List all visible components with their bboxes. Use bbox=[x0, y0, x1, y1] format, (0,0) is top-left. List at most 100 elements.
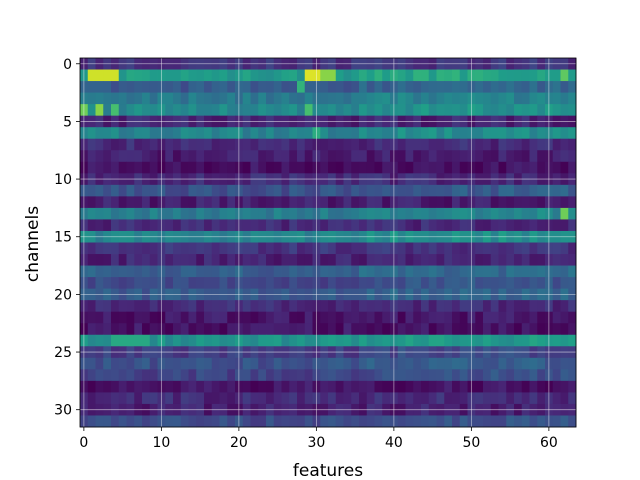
heatmap-cell bbox=[459, 81, 468, 93]
heatmap-cell bbox=[444, 207, 453, 220]
heatmap-cell bbox=[95, 242, 104, 255]
heatmap-cell bbox=[475, 219, 484, 232]
heatmap-cell bbox=[304, 138, 313, 151]
heatmap-cell bbox=[204, 196, 213, 209]
heatmap-cell bbox=[126, 392, 135, 405]
heatmap-cell bbox=[118, 161, 127, 174]
heatmap-cell bbox=[258, 415, 267, 428]
heatmap-cell bbox=[397, 380, 406, 393]
heatmap-cell bbox=[289, 104, 298, 117]
heatmap-cell bbox=[343, 415, 352, 428]
heatmap-cell bbox=[173, 380, 182, 393]
heatmap-cell bbox=[142, 219, 151, 232]
heatmap-cell bbox=[521, 323, 530, 336]
heatmap-cell bbox=[483, 323, 492, 336]
heatmap-cell bbox=[359, 69, 368, 82]
heatmap-cell bbox=[165, 357, 174, 370]
heatmap-cell bbox=[103, 300, 112, 313]
heatmap-cell bbox=[444, 161, 453, 174]
heatmap-cell bbox=[405, 357, 414, 370]
heatmap-cell bbox=[118, 357, 127, 370]
heatmap-cell bbox=[281, 311, 290, 324]
heatmap-cell bbox=[281, 357, 290, 370]
heatmap-cell bbox=[568, 207, 577, 220]
heatmap-cell bbox=[118, 207, 127, 220]
heatmap-cell bbox=[242, 357, 251, 370]
heatmap-cell bbox=[95, 277, 104, 290]
heatmap-cell bbox=[343, 300, 352, 313]
heatmap-cell bbox=[421, 81, 430, 93]
heatmap-cell bbox=[297, 161, 306, 174]
heatmap-cell bbox=[266, 392, 275, 405]
heatmap-cell bbox=[436, 92, 445, 105]
heatmap-cell bbox=[374, 184, 383, 197]
heatmap-cell bbox=[304, 150, 313, 163]
heatmap-cell bbox=[459, 196, 468, 209]
heatmap-cell bbox=[374, 357, 383, 370]
heatmap-cell bbox=[560, 311, 569, 324]
heatmap-cell bbox=[483, 92, 492, 105]
heatmap-cell bbox=[111, 196, 120, 209]
heatmap-cell bbox=[289, 196, 298, 209]
heatmap-cell bbox=[328, 300, 337, 313]
heatmap-cell bbox=[126, 92, 135, 105]
heatmap-cell bbox=[111, 334, 120, 347]
heatmap-cell bbox=[165, 161, 174, 174]
heatmap-cell bbox=[405, 323, 414, 336]
heatmap-cell bbox=[483, 357, 492, 370]
heatmap-cell bbox=[514, 92, 523, 105]
heatmap-cell bbox=[560, 207, 569, 220]
heatmap-cell bbox=[529, 150, 538, 163]
heatmap-cell bbox=[227, 300, 236, 313]
heatmap-cell bbox=[560, 415, 569, 428]
heatmap-cell bbox=[180, 311, 189, 324]
heatmap-cell bbox=[118, 196, 127, 209]
heatmap-cell bbox=[498, 392, 507, 405]
heatmap-cell bbox=[266, 127, 275, 140]
heatmap-cell bbox=[250, 369, 259, 382]
heatmap-cell bbox=[242, 380, 251, 393]
heatmap-cell bbox=[328, 150, 337, 163]
heatmap-cell bbox=[514, 380, 523, 393]
heatmap-cell bbox=[266, 265, 275, 278]
heatmap-cell bbox=[428, 242, 437, 255]
heatmap-cell bbox=[366, 219, 375, 232]
y-tick-label: 0 bbox=[63, 57, 72, 73]
heatmap-cell bbox=[118, 81, 127, 93]
heatmap-cells bbox=[80, 58, 577, 428]
heatmap-cell bbox=[351, 196, 360, 209]
heatmap-cell bbox=[483, 242, 492, 255]
heatmap-cell bbox=[227, 69, 236, 82]
heatmap-cell bbox=[343, 69, 352, 82]
heatmap-cell bbox=[281, 380, 290, 393]
heatmap-cell bbox=[180, 207, 189, 220]
heatmap-cell bbox=[242, 254, 251, 266]
heatmap-cell bbox=[413, 92, 422, 105]
heatmap-cell bbox=[506, 300, 515, 313]
heatmap-cell bbox=[382, 380, 391, 393]
heatmap-cell bbox=[568, 127, 577, 140]
heatmap-cell bbox=[273, 311, 282, 324]
heatmap-cell bbox=[436, 138, 445, 151]
heatmap-cell bbox=[568, 369, 577, 382]
heatmap-cell bbox=[173, 219, 182, 232]
heatmap-cell bbox=[560, 380, 569, 393]
heatmap-cell bbox=[149, 300, 158, 313]
heatmap-cell bbox=[374, 69, 383, 82]
heatmap-cell bbox=[165, 369, 174, 382]
heatmap-cell bbox=[289, 254, 298, 266]
heatmap-cell bbox=[211, 69, 220, 82]
heatmap-cell bbox=[568, 323, 577, 336]
heatmap-cell bbox=[250, 265, 259, 278]
heatmap-cell bbox=[126, 277, 135, 290]
heatmap-cell bbox=[428, 380, 437, 393]
heatmap-cell bbox=[204, 242, 213, 255]
heatmap-cell bbox=[188, 254, 197, 266]
heatmap-cell bbox=[382, 357, 391, 370]
heatmap-cell bbox=[149, 242, 158, 255]
heatmap-cell bbox=[126, 369, 135, 382]
heatmap-cell bbox=[374, 81, 383, 93]
heatmap-cell bbox=[506, 380, 515, 393]
heatmap-cell bbox=[421, 265, 430, 278]
heatmap-cell bbox=[188, 127, 197, 140]
